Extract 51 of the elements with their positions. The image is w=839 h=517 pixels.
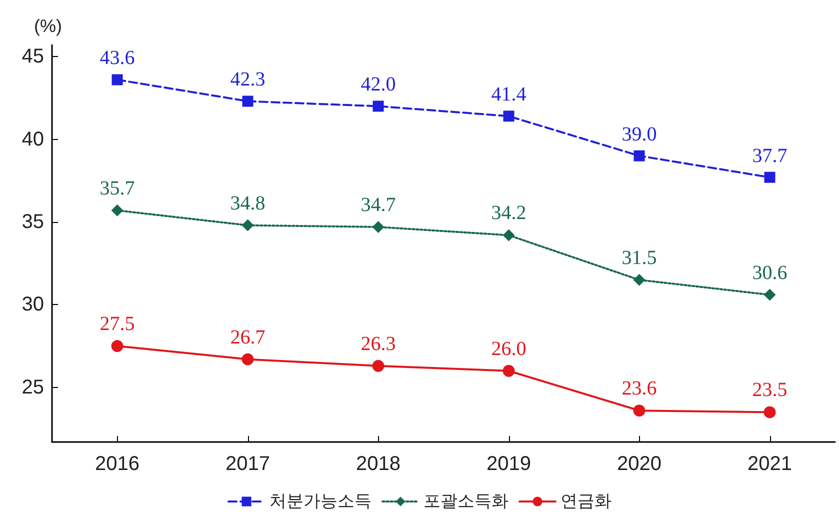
x-tick-label: 2020 — [617, 453, 662, 475]
data-label: 23.6 — [622, 378, 657, 400]
data-label: 35.7 — [100, 177, 135, 200]
legend-label: 포괄소득화 — [424, 492, 508, 512]
data-label: 26.0 — [491, 338, 526, 360]
y-tick-label: 45 — [22, 46, 44, 68]
data-label: 31.5 — [622, 246, 657, 269]
data-label: 43.6 — [100, 47, 135, 70]
data-label: 26.7 — [230, 326, 266, 348]
y-tick-label: 25 — [22, 376, 44, 398]
data-label: 41.4 — [491, 84, 526, 106]
x-tick-label: 2017 — [226, 453, 270, 475]
y-axis-title: (%) — [34, 16, 62, 36]
x-tick-label: 2018 — [356, 453, 400, 475]
x-tick-label: 2016 — [95, 453, 140, 475]
point — [502, 364, 515, 377]
data-label: 42.0 — [360, 74, 396, 96]
point — [764, 172, 776, 183]
point — [242, 353, 254, 366]
point — [634, 150, 645, 162]
point — [372, 220, 384, 233]
point — [764, 406, 776, 418]
point — [502, 229, 515, 242]
point — [764, 288, 776, 301]
data-label: 37.7 — [752, 144, 788, 167]
x-tick-label: 2019 — [486, 453, 531, 475]
point — [503, 110, 514, 122]
point — [372, 100, 384, 112]
point — [111, 204, 124, 216]
data-label: 42.3 — [230, 68, 266, 91]
data-label: 34.7 — [360, 194, 396, 216]
point — [633, 404, 646, 417]
data-label: 26.3 — [360, 332, 396, 355]
data-label: 34.2 — [491, 202, 526, 224]
data-label: 27.5 — [100, 313, 135, 336]
point — [242, 96, 254, 107]
point — [242, 219, 254, 232]
y-tick-label: 30 — [22, 294, 44, 316]
data-label: 39.0 — [622, 123, 657, 146]
legend-label: 처분가능소득 — [270, 492, 372, 512]
x-tick-label: 2021 — [748, 453, 792, 475]
point — [633, 274, 646, 286]
data-label: 23.5 — [752, 379, 788, 402]
y-tick-label: 35 — [22, 210, 44, 233]
point — [372, 360, 384, 372]
legend-label: 연금화 — [560, 492, 612, 512]
data-label: 34.8 — [230, 192, 266, 214]
point — [111, 340, 124, 352]
y-tick-label: 40 — [22, 128, 44, 150]
point — [112, 74, 123, 86]
data-label: 30.6 — [752, 262, 788, 284]
